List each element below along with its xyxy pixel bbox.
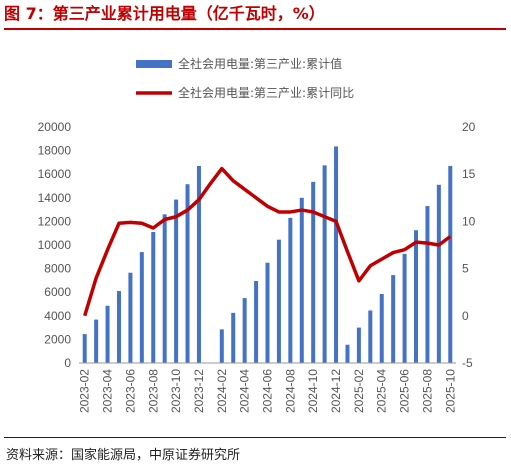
x-tick: 2023-04	[101, 369, 115, 413]
bar-2025-05	[391, 275, 396, 363]
bar-2025-07	[414, 230, 419, 363]
y-left-tick: 18000	[38, 144, 72, 158]
x-tick: 2023-08	[146, 369, 160, 413]
y-left-tick: 2000	[44, 332, 71, 346]
bar-2024-12	[334, 146, 339, 363]
x-tick: 2025-10	[443, 369, 457, 413]
y-right-tick: 5	[462, 262, 469, 276]
bar-2023-02	[82, 334, 87, 363]
y-left-tick: 12000	[38, 214, 72, 228]
x-tick: 2024-12	[329, 369, 343, 413]
source-note: 资料来源：国家能源局，中原证券研究所	[6, 448, 241, 463]
bar-2024-09	[299, 197, 304, 363]
y-left-tick: 4000	[44, 309, 71, 323]
bar-2025-06	[402, 253, 407, 363]
bar-2025-03	[368, 310, 373, 363]
bar-2023-04	[105, 305, 110, 363]
bar-2023-12	[196, 165, 201, 363]
bar-2023-06	[128, 272, 133, 363]
legend-label-line: 全社会用电量:第三产业:累计同比	[178, 85, 354, 100]
x-tick: 2023-02	[78, 369, 92, 413]
x-tick: 2025-06	[398, 369, 412, 413]
bar-2025-02	[356, 327, 361, 363]
y-left-tick: 10000	[38, 238, 72, 252]
y-left-tick: 0	[64, 356, 71, 370]
bar-2025-01	[345, 344, 350, 363]
bar-2023-11	[185, 184, 190, 363]
bar-2023-09	[162, 214, 167, 363]
x-tick: 2024-10	[306, 369, 320, 413]
title-divider	[4, 28, 506, 30]
x-tick: 2025-08	[420, 369, 434, 413]
bar-2024-07	[276, 239, 281, 363]
x-tick: 2024-02	[215, 369, 229, 413]
y-left-tick: 14000	[38, 191, 72, 205]
y-left-tick: 16000	[38, 167, 72, 181]
y-right-tick: 15	[462, 167, 476, 181]
legend-label-bar: 全社会用电量:第三产业:累计值	[178, 56, 342, 71]
x-tick: 2023-12	[192, 369, 206, 413]
legend-bar-swatch	[136, 60, 172, 68]
x-tick: 2025-02	[352, 369, 366, 413]
x-tick: 2023-06	[123, 369, 137, 413]
y-right-tick: 10	[462, 214, 476, 228]
y-left-tick: 20000	[38, 120, 72, 134]
x-tick: 2024-08	[283, 369, 297, 413]
bar-2024-03	[231, 312, 236, 363]
bar-2024-08	[288, 217, 293, 363]
figure-title: 图 7：第三产业累计用电量（亿千瓦时，%）	[4, 4, 325, 23]
bar-2024-06	[265, 262, 270, 363]
bar-2024-02	[219, 329, 224, 363]
bar-2025-10	[448, 165, 453, 363]
tick-labels: 0 2000 4000 6000 8000 10000 12000 14000 16000 180…	[38, 120, 476, 413]
y-right-tick: -5	[462, 356, 473, 370]
bar-2023-05	[116, 291, 121, 363]
bar-2024-05	[254, 280, 259, 363]
bar-2023-07	[139, 252, 144, 363]
y-right-tick: 20	[462, 120, 476, 134]
x-tick: 2023-10	[169, 369, 183, 413]
bar-2025-08	[425, 206, 430, 363]
line-series	[83, 166, 452, 317]
y-left-tick: 6000	[44, 285, 71, 299]
y-left-tick: 8000	[44, 262, 71, 276]
x-tick: 2024-04	[238, 369, 252, 413]
bar-2024-04	[242, 298, 247, 363]
bar-series	[82, 146, 453, 363]
source-divider	[4, 437, 506, 438]
y-right-tick: 0	[462, 309, 469, 323]
x-tick: 2024-06	[261, 369, 275, 413]
bar-2024-11	[322, 165, 327, 363]
x-tick: 2025-04	[375, 369, 389, 413]
bar-2024-10	[311, 181, 316, 363]
bar-2025-09	[436, 184, 441, 363]
bar-2023-10	[174, 199, 179, 363]
bar-2023-03	[94, 319, 99, 363]
bar-2025-04	[379, 293, 384, 363]
bar-2023-08	[151, 232, 156, 363]
